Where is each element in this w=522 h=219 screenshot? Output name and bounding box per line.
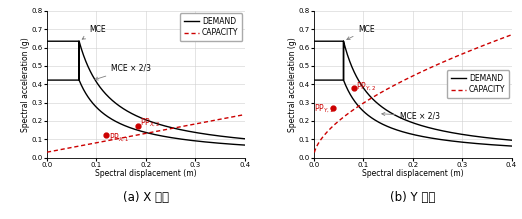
Text: PP$_{X,2}$: PP$_{X,2}$ bbox=[140, 117, 160, 129]
Text: MCE × 2/3: MCE × 2/3 bbox=[382, 111, 441, 120]
Text: MCE: MCE bbox=[347, 25, 375, 40]
Text: (b) Y 방향: (b) Y 방향 bbox=[390, 191, 435, 204]
X-axis label: Spectral displacement (m): Spectral displacement (m) bbox=[95, 169, 197, 178]
Y-axis label: Spectral acceleration (g): Spectral acceleration (g) bbox=[288, 37, 297, 132]
X-axis label: Spectral displacement (m): Spectral displacement (m) bbox=[362, 169, 464, 178]
Text: PP$_{Y,1}$: PP$_{Y,1}$ bbox=[314, 102, 335, 115]
Text: MCE: MCE bbox=[82, 25, 105, 39]
Legend: DEMAND, CAPACITY: DEMAND, CAPACITY bbox=[180, 13, 242, 41]
Legend: DEMAND, CAPACITY: DEMAND, CAPACITY bbox=[447, 70, 509, 98]
Y-axis label: Spectral acceleration (g): Spectral acceleration (g) bbox=[21, 37, 30, 132]
Text: PP$_{X,1}$: PP$_{X,1}$ bbox=[109, 132, 129, 144]
Text: MCE × 2/3: MCE × 2/3 bbox=[95, 64, 151, 80]
Text: PP$_{Y,2}$: PP$_{Y,2}$ bbox=[357, 80, 376, 93]
Text: (a) X 방향: (a) X 방향 bbox=[123, 191, 169, 204]
